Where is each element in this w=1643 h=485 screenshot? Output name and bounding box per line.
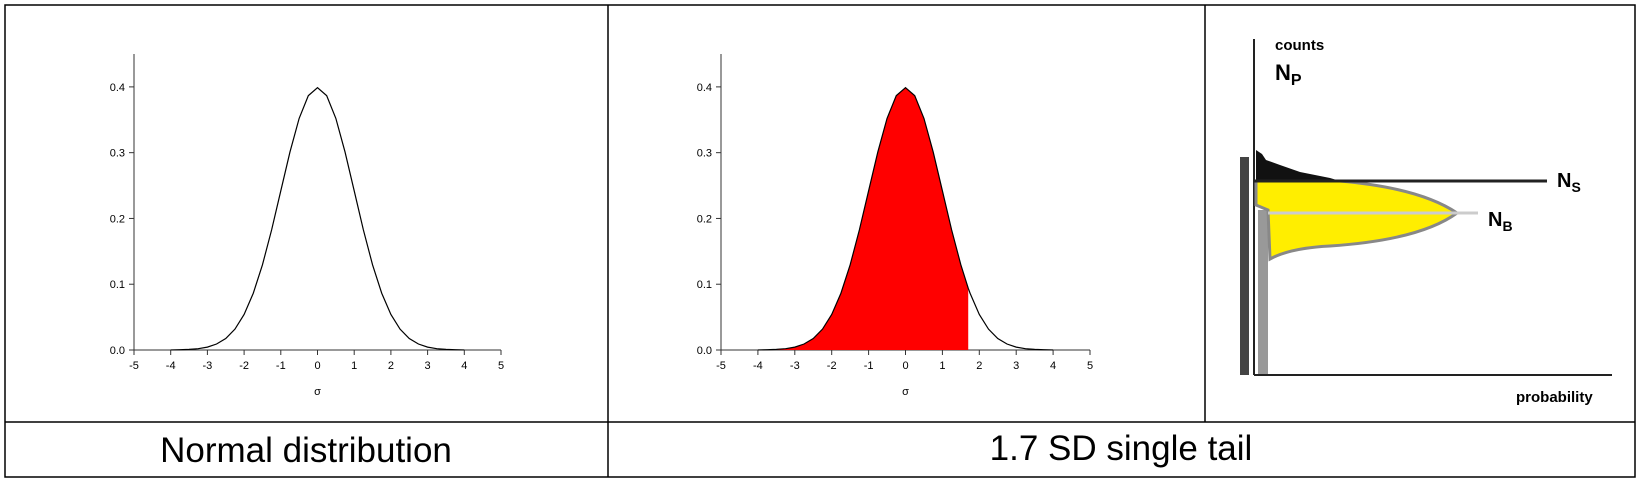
counts-label: counts [1275, 37, 1324, 54]
ns-main: N [1557, 170, 1571, 192]
x-tick-label: 2 [388, 360, 394, 372]
y-tick-label: 0.4 [110, 82, 125, 94]
y-tick-label: 0.2 [697, 213, 712, 225]
x-tick-label: -1 [864, 360, 874, 372]
x-tick-label: 5 [1087, 360, 1093, 372]
y-tick-label: 0.2 [110, 213, 125, 225]
x-tick-label: 4 [461, 360, 467, 372]
x-tick-label: 0 [902, 360, 908, 372]
nb-sub: B [1502, 218, 1512, 234]
y-tick-label: 0.1 [110, 279, 125, 291]
background-histogram [1254, 179, 1460, 262]
nb-main: N [1488, 209, 1502, 231]
x-tick-label: 3 [425, 360, 431, 372]
x-tick-label: 2 [976, 360, 982, 372]
y-tick-label: 0.1 [697, 279, 712, 291]
table-border [4, 4, 1636, 478]
probability-label: probability [1516, 389, 1593, 406]
x-tick-label: -4 [166, 360, 176, 372]
nb-label: NB [1488, 209, 1513, 234]
x-tick-label: -3 [203, 360, 213, 372]
x-axis-title: σ [902, 386, 909, 398]
y-tick-label: 0.0 [697, 345, 712, 357]
x-tick-label: 1 [351, 360, 357, 372]
x-tick-label: -3 [790, 360, 800, 372]
ns-label: NS [1557, 170, 1581, 195]
x-tick-label: -5 [716, 360, 726, 372]
x-tick-label: 4 [1050, 360, 1056, 372]
y-tick-label: 0.3 [110, 148, 125, 160]
np-sub: P [1291, 72, 1302, 89]
x-tick-label: 0 [314, 360, 320, 372]
ns-sub: S [1571, 179, 1580, 195]
caption: Normal distribution [160, 431, 452, 470]
x-tick-label: -4 [753, 360, 763, 372]
y-tick-label: 0.3 [697, 148, 712, 160]
x-tick-label: 1 [939, 360, 945, 372]
x-tick-label: -2 [827, 360, 837, 372]
caption: 1.7 SD single tail [990, 429, 1253, 468]
thick-bar [1240, 157, 1249, 375]
tail-area [757, 87, 969, 351]
np-label: NP [1275, 60, 1302, 89]
x-tick-label: 3 [1013, 360, 1019, 372]
np-main: N [1275, 60, 1291, 85]
x-tick-label: 5 [498, 360, 504, 372]
x-tick-label: -5 [129, 360, 139, 372]
curve [170, 86, 465, 351]
grey-bar [1258, 210, 1268, 375]
diagram: counts NP NS NB probability [1240, 37, 1612, 406]
peak-histogram [1256, 150, 1340, 181]
x-tick-label: -1 [276, 360, 286, 372]
y-tick-label: 0.4 [697, 82, 712, 94]
curve [757, 86, 1054, 351]
y-tick-label: 0.0 [110, 345, 125, 357]
x-tick-label: -2 [239, 360, 249, 372]
x-axis-title: σ [314, 386, 321, 398]
